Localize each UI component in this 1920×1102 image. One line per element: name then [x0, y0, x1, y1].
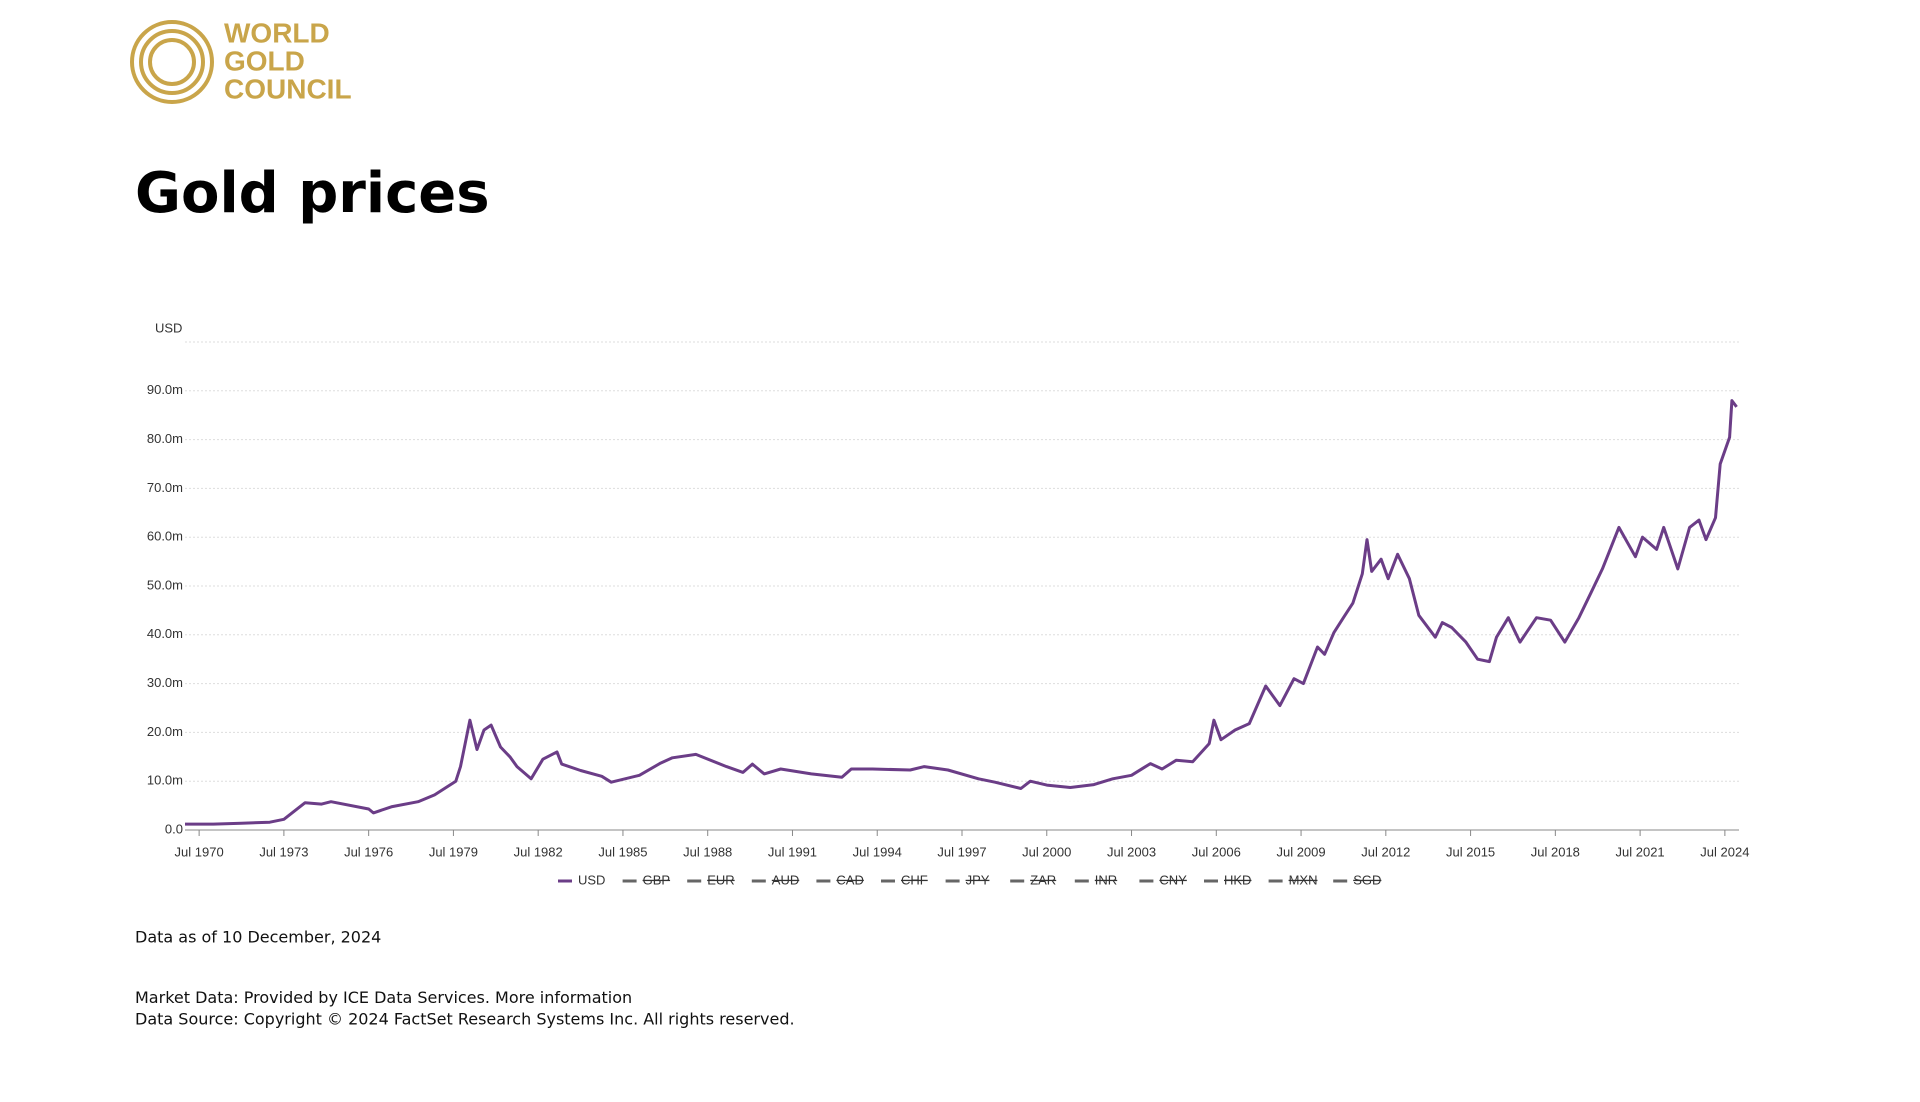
x-tick-label: Jul 2003 — [1107, 844, 1156, 859]
legend-label: ZAR — [1030, 872, 1056, 887]
more-info-link[interactable]: More information — [495, 988, 632, 1007]
x-tick-label: Jul 2000 — [1022, 844, 1071, 859]
x-tick-label: Jul 1985 — [598, 844, 647, 859]
as-of: Data as of 10 December, 2024 — [135, 928, 381, 947]
legend-label: USD — [578, 872, 605, 887]
x-tick-label: Jul 2009 — [1276, 844, 1325, 859]
y-tick-label: 90.0m — [147, 382, 183, 397]
y-axis-label: USD — [155, 320, 182, 335]
x-tick-label: Jul 2024 — [1700, 844, 1749, 859]
logo-text: GOLD — [224, 45, 305, 76]
legend-label: CAD — [836, 872, 863, 887]
x-tick-label: Jul 1991 — [768, 844, 817, 859]
legend-label: CNY — [1159, 872, 1187, 887]
legend-label: MXN — [1289, 872, 1318, 887]
x-tick-label: Jul 1982 — [514, 844, 563, 859]
market-data: Market Data: Provided by ICE Data Servic… — [135, 988, 632, 1007]
x-tick-label: Jul 1973 — [259, 844, 308, 859]
x-tick-label: Jul 1997 — [937, 844, 986, 859]
page-title: Gold prices — [135, 161, 490, 226]
market-text: Market Data: Provided by ICE Data Servic… — [135, 988, 490, 1007]
x-tick-label: Jul 2006 — [1192, 844, 1241, 859]
legend-label: EUR — [707, 872, 734, 887]
y-tick-label: 40.0m — [147, 626, 183, 641]
y-tick-label: 20.0m — [147, 724, 183, 739]
legend-label: JPY — [966, 872, 990, 887]
x-tick-label: Jul 2018 — [1531, 844, 1580, 859]
x-tick-label: Jul 2012 — [1361, 844, 1410, 859]
logo — [130, 20, 214, 104]
legend-label: AUD — [772, 872, 799, 887]
logo-ring — [130, 20, 214, 104]
y-tick-label: 30.0m — [147, 675, 183, 690]
x-tick-label: Jul 1970 — [175, 844, 224, 859]
link-text[interactable]: More information — [495, 988, 632, 1007]
x-tick-label: Jul 1988 — [683, 844, 732, 859]
legend-label: HKD — [1224, 872, 1251, 887]
legend-label: GBP — [643, 872, 670, 887]
y-tick-label: 80.0m — [147, 431, 183, 446]
logo-text: COUNCIL — [224, 73, 352, 104]
y-tick-label: 60.0m — [147, 529, 183, 544]
data-source: Data Source: Copyright © 2024 FactSet Re… — [135, 1010, 795, 1029]
y-tick-label: 70.0m — [147, 480, 183, 495]
y-tick-label: 0.0 — [165, 821, 183, 836]
chart: 0.0 10.0m 20.0m 30.0m 40.0m 50.0m 60.0m 70.0m 80… — [147, 341, 1749, 887]
logo-ring — [139, 29, 205, 95]
y-tick-label: 10.0m — [147, 773, 183, 788]
y-tick-label: 50.0m — [147, 577, 183, 592]
price-line — [185, 399, 1738, 826]
legend-label: SGD — [1353, 872, 1381, 887]
x-tick-label: Jul 1994 — [853, 844, 902, 859]
x-tick-label: Jul 2021 — [1616, 844, 1665, 859]
legend-label: CHF — [901, 872, 928, 887]
logo-text: WORLD — [224, 17, 330, 48]
x-tick-label: Jul 1976 — [344, 844, 393, 859]
legend-label: INR — [1095, 872, 1117, 887]
x-tick-label: Jul 2015 — [1446, 844, 1495, 859]
x-tick-label: Jul 1979 — [429, 844, 478, 859]
logo-ring — [148, 38, 196, 86]
